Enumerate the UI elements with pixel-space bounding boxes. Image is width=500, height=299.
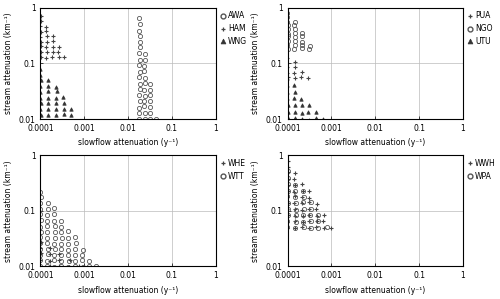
X-axis label: slowflow attenuation (y⁻¹): slowflow attenuation (y⁻¹): [325, 138, 426, 147]
Legend: WWH, WPA: WWH, WPA: [466, 159, 496, 181]
X-axis label: slowflow attenuation (y⁻¹): slowflow attenuation (y⁻¹): [78, 286, 178, 295]
Y-axis label: stream attenuation (km⁻¹): stream attenuation (km⁻¹): [4, 160, 13, 262]
X-axis label: slowflow attenuation (y⁻¹): slowflow attenuation (y⁻¹): [325, 286, 426, 295]
Legend: WHE, WTT: WHE, WTT: [220, 159, 246, 181]
Legend: PUA, NGO, UTU: PUA, NGO, UTU: [466, 11, 492, 46]
Y-axis label: stream attenuation (km⁻¹): stream attenuation (km⁻¹): [4, 13, 13, 114]
X-axis label: slowflow attenuation (y⁻¹): slowflow attenuation (y⁻¹): [78, 138, 178, 147]
Y-axis label: stream attenuation (km⁻¹): stream attenuation (km⁻¹): [252, 13, 260, 114]
Y-axis label: stream attenuation (km⁻¹): stream attenuation (km⁻¹): [252, 160, 260, 262]
Legend: AWA, HAM, WNG: AWA, HAM, WNG: [220, 11, 247, 46]
